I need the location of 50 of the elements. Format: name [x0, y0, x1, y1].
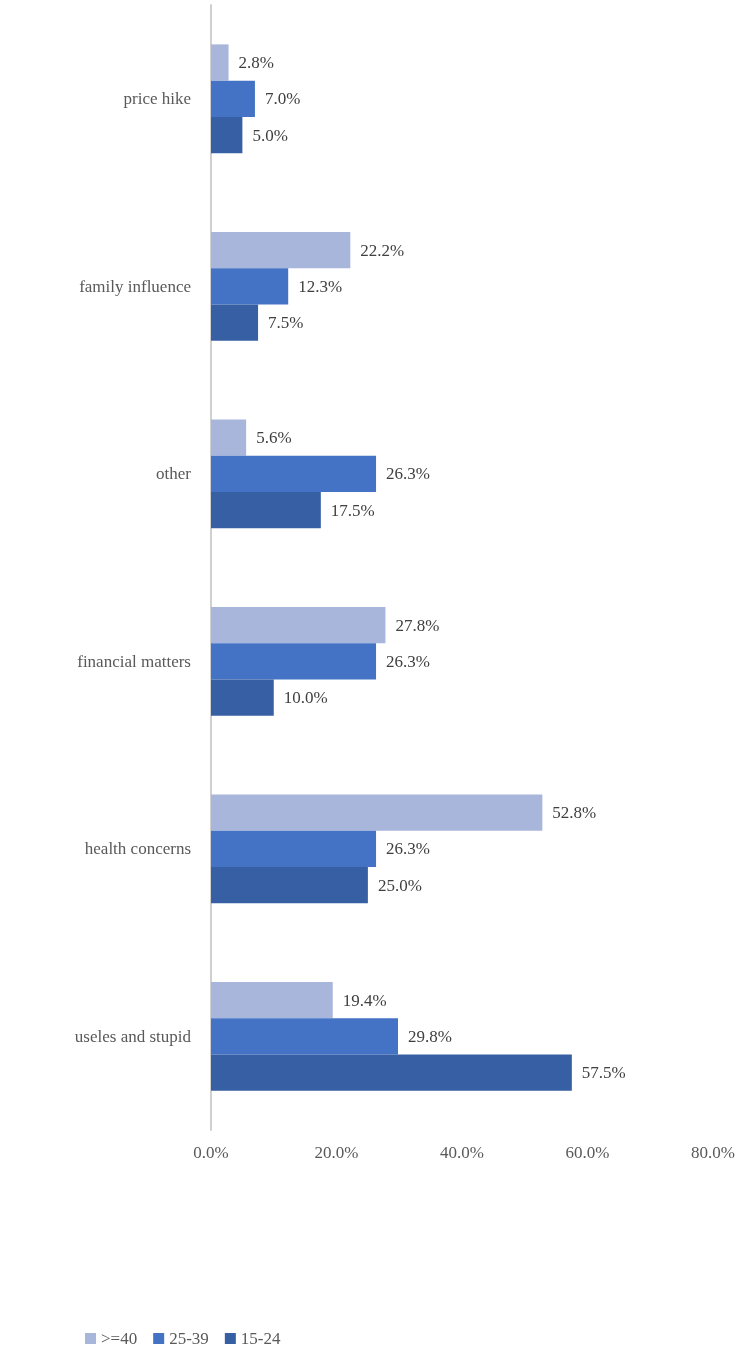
data-label: 26.3% [386, 839, 430, 859]
y-tick-label: useles and stupid [74, 1026, 192, 1046]
data-label: 5.0% [252, 125, 288, 145]
bar [211, 794, 543, 831]
bar [211, 981, 333, 1019]
y-tick-label: health concerns [84, 839, 191, 859]
data-label: 26.3% [386, 651, 430, 671]
data-label: 52.8% [552, 803, 597, 822]
y-tick-label: family influence [79, 276, 191, 296]
data-label: 25.0% [377, 875, 422, 895]
data-label: 19.4% [342, 990, 387, 1010]
data-label: 17.5% [330, 500, 375, 520]
bar [211, 1054, 572, 1091]
x-tick-label: 60.0% [565, 1143, 610, 1162]
data-label: 10.0% [283, 688, 328, 707]
bar [211, 491, 321, 529]
legend-label: >=40 [101, 1329, 138, 1348]
bar [211, 268, 289, 305]
bar [211, 419, 247, 456]
data-label: 5.6% [256, 428, 292, 447]
bar [211, 231, 351, 269]
legend-label: 15-24 [240, 1329, 281, 1348]
y-tick-label: financial matters [77, 651, 191, 671]
data-label: 7.0% [264, 89, 301, 109]
bar [211, 679, 274, 716]
y-tick-label: other [156, 464, 192, 484]
data-label: 29.8% [408, 1026, 452, 1046]
legend-label: 25-39 [169, 1329, 209, 1348]
x-tick-label: 0.0% [193, 1143, 229, 1162]
bar [211, 606, 386, 644]
data-label: 2.8% [238, 53, 274, 72]
bar [211, 866, 368, 904]
x-tick-label: 80.0% [691, 1143, 736, 1162]
data-label: 27.8% [395, 615, 440, 635]
data-label: 57.5% [581, 1063, 626, 1082]
bar [211, 830, 377, 867]
bar [211, 455, 377, 492]
bar [211, 116, 243, 154]
data-label: 22.2% [360, 240, 405, 260]
bar [211, 643, 377, 680]
bar [211, 304, 259, 341]
data-label: 26.3% [386, 464, 430, 484]
x-tick-label: 20.0% [314, 1143, 359, 1162]
data-label: 7.5% [268, 313, 304, 332]
bar [211, 80, 255, 117]
bar [211, 44, 229, 81]
bar [211, 1018, 399, 1055]
x-tick-label: 40.0% [440, 1143, 484, 1162]
data-label: 12.3% [298, 276, 343, 296]
y-tick-label: price hike [123, 89, 191, 109]
